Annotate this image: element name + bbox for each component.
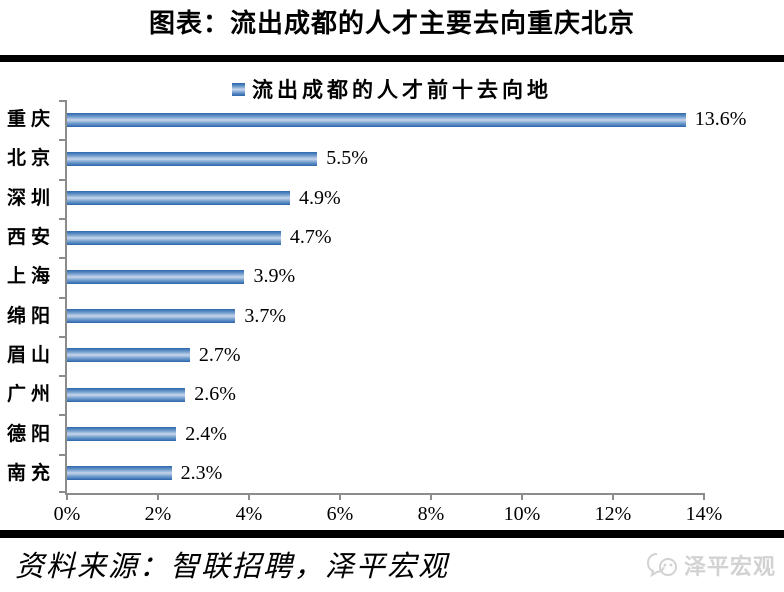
category-label: 重庆	[6, 109, 55, 131]
category-label: 眉山	[6, 344, 55, 366]
category-label: 深圳	[6, 187, 55, 209]
y-axis-tick	[59, 257, 67, 260]
category-label: 广州	[6, 384, 55, 406]
value-label: 4.9%	[298, 186, 341, 209]
bar-row: 西安 4.7%	[7, 218, 704, 257]
x-axis-label: 14%	[685, 503, 723, 525]
x-axis-tick	[339, 493, 341, 500]
value-label: 13.6%	[694, 108, 747, 131]
x-axis-tick	[703, 493, 705, 500]
x-axis-tick	[247, 493, 250, 500]
y-axis-tick	[59, 453, 67, 456]
legend-label: 流出成都的人才前十去向地	[252, 78, 552, 102]
x-axis-tick	[66, 493, 68, 500]
bar-row: 德阳 2.4%	[7, 414, 704, 453]
legend: 流出成都的人才前十去向地	[0, 74, 784, 104]
value-label: 5.5%	[326, 147, 368, 170]
bar	[67, 230, 281, 245]
legend-marker-icon	[232, 82, 245, 96]
x-axis-tick	[429, 493, 432, 500]
bar-row: 重庆 13.6%	[7, 100, 746, 139]
value-label: 2.4%	[185, 422, 227, 445]
x-axis-tick	[521, 493, 523, 500]
bar	[67, 112, 686, 127]
x-axis-tick	[612, 493, 614, 500]
bar-row: 南充 2.3%	[7, 454, 704, 493]
y-axis-tick	[59, 375, 67, 378]
bar	[67, 387, 186, 402]
y-axis-tick	[59, 414, 67, 417]
page-title: 图表：流出成都的人才主要去向重庆北京	[148, 9, 635, 38]
category-label: 南充	[6, 462, 55, 484]
y-axis-tick	[59, 178, 67, 181]
bar-row: 上海 3.9%	[7, 257, 704, 296]
bar-row: 绵阳 3.7%	[7, 297, 704, 336]
category-label: 德阳	[6, 423, 55, 445]
x-axis-label: 8%	[417, 503, 445, 525]
chart-figure: 流出成都的人才前十去向地 重庆 13.6% 北京 5.5% 深圳 4.9% 西安 4.7% 上海…	[0, 62, 784, 530]
top-divider	[0, 55, 784, 62]
category-label: 绵阳	[6, 305, 55, 327]
bar-row: 北京 5.5%	[7, 139, 704, 178]
x-axis-label: 0%	[53, 503, 81, 525]
bar-row: 深圳 4.9%	[7, 179, 704, 218]
bar	[67, 191, 290, 206]
y-axis-tick	[59, 139, 67, 142]
x-axis-label: 4%	[235, 503, 263, 525]
bar	[67, 427, 177, 442]
bar	[67, 269, 245, 284]
y-axis-tick	[59, 100, 67, 102]
watermark: 泽平宏观	[646, 549, 776, 581]
value-label: 2.6%	[194, 383, 236, 406]
watermark-label: 泽平宏观	[683, 554, 776, 579]
bottom-divider	[0, 530, 784, 538]
bar-row: 眉山 2.7%	[7, 336, 704, 375]
bar	[67, 151, 318, 166]
category-label: 上海	[6, 266, 55, 288]
bar-row: 广州 2.6%	[7, 375, 704, 414]
y-axis-tick	[59, 491, 67, 493]
x-axis-label: 10%	[503, 503, 541, 525]
category-label: 北京	[6, 148, 55, 170]
watermark-logo-icon	[646, 553, 677, 578]
x-axis-label: 2%	[144, 503, 172, 525]
bar	[67, 309, 236, 324]
value-label: 2.3%	[180, 461, 223, 484]
value-label: 4.7%	[289, 226, 332, 249]
category-label: 西安	[6, 227, 55, 249]
source-note: 资料来源：智联招聘，泽平宏观	[15, 551, 450, 583]
plot-area: 重庆 13.6% 北京 5.5% 深圳 4.9% 西安 4.7% 上海 3.9% 绵阳 3.7% 眉山 2…	[7, 100, 746, 525]
y-axis-tick	[59, 335, 67, 338]
value-label: 2.7%	[198, 343, 241, 366]
value-label: 3.7%	[244, 304, 287, 327]
x-axis-label: 6%	[326, 503, 354, 525]
value-label: 3.9%	[253, 265, 296, 288]
bar	[67, 348, 190, 363]
x-axis-tick	[156, 493, 159, 500]
bar	[67, 466, 172, 481]
x-axis-label: 12%	[594, 503, 632, 525]
y-axis-tick	[59, 217, 67, 220]
y-axis-tick	[59, 296, 67, 299]
